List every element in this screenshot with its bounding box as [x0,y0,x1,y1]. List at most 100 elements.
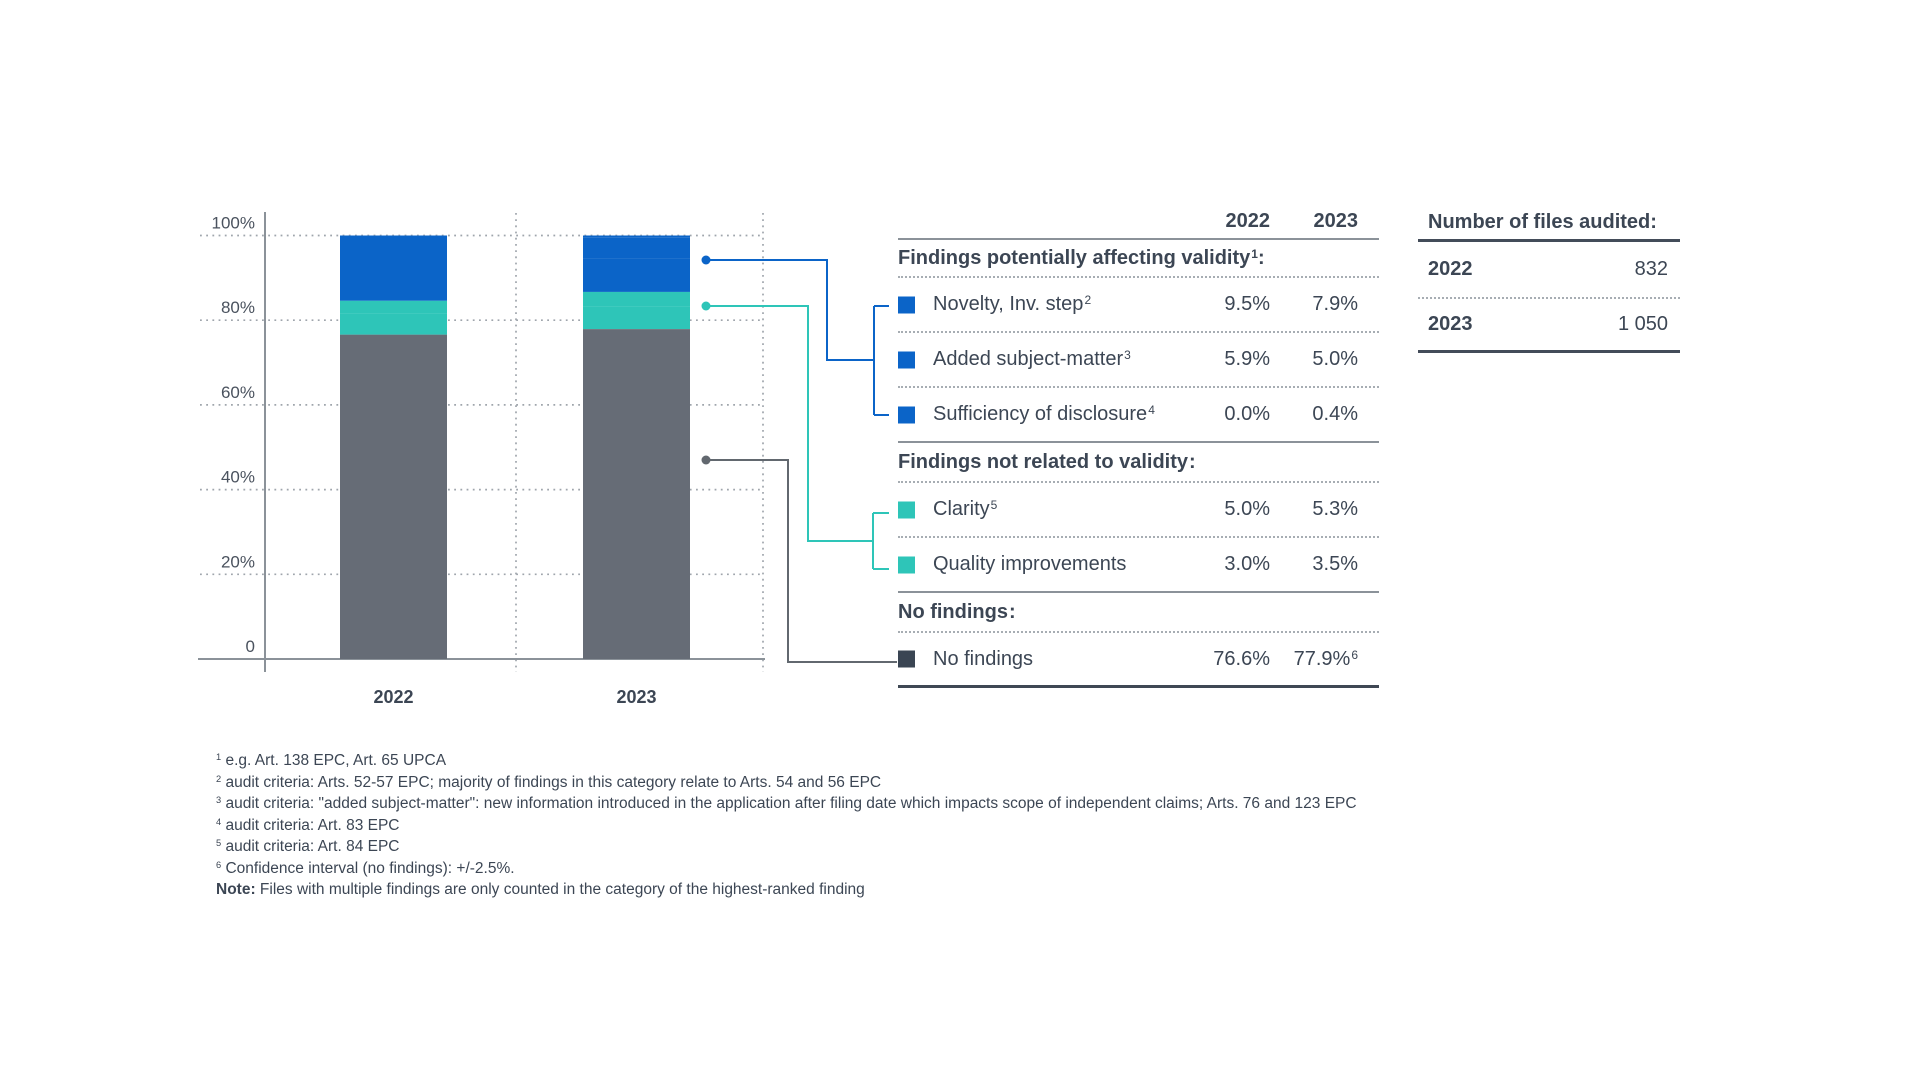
files-count: 1 050 [1617,313,1668,335]
row-label-sup: 4 [1148,403,1155,417]
bar-segment-2022-blue [340,260,447,301]
bar-segment-2023-teal [583,291,690,307]
bar-segment-2023-gray [583,329,690,659]
year-header-2023: 2023 [1313,210,1359,232]
row-added-subject-matter: Added subject-matter3 5.9% 5.0% [898,333,1379,388]
section-title-text: Findings potentially affecting validity [898,246,1251,269]
footnote-6: 6 Confidence interval (no findings): +/-… [215,859,1357,881]
footnote-text: e.g. Art. 138 EPC, Art. 65 UPCA [225,752,447,769]
bar-segment-2023-blue [583,235,690,238]
series-marker-blue [898,296,915,313]
y-axis-tick-label: 20% [221,552,255,571]
value-2022: 9.5% [1224,293,1270,315]
footnotes: 1 e.g. Art. 138 EPC, Art. 65 UPCA 2 audi… [215,751,1357,902]
section-title-text: Findings not related to validity [898,450,1189,473]
bar-segment-2023-teal [583,306,690,329]
connector-validity-findings-dot [701,255,711,265]
series-marker-navy [898,650,915,668]
files-audited-title: Number of files audited: [1418,206,1680,242]
footnote-sup: 4 [216,816,222,827]
section-validity-title: Findings potentially affecting validity1… [898,240,1379,278]
files-audited-table: Number of files audited: 2022 832 2023 1… [1418,206,1680,353]
connector-no-findings [706,459,897,663]
footnote-text: audit criteria: Art. 83 EPC [225,816,400,834]
footnote-3: 3 audit criteria: "added subject-matter"… [215,794,1357,816]
value-2022: 76.6% [1213,647,1270,670]
row-label: Quality improvements [933,553,1127,575]
files-year: 2023 [1428,313,1473,335]
findings-table-year-header-row: 2022 2023 [898,205,1379,240]
row-no-findings: No findings 76.6% 77.9%6 [898,633,1379,688]
y-axis-tick-label: 80% [221,298,255,317]
series-marker-blue [898,351,915,368]
bar-segment-2022-gray [340,334,447,659]
section-title-text: No findings [898,600,1008,623]
year-header-2022: 2022 [1225,210,1271,232]
value-2022: 5.0% [1224,498,1270,520]
footnote-text: Confidence interval (no findings): +/-2.… [225,859,515,877]
footnote-1: 1 e.g. Art. 138 EPC, Art. 65 UPCA [215,751,1357,773]
row-novelty-inv-step: Novelty, Inv. step2 9.5% 7.9% [898,278,1379,333]
x-axis-category-label: 2022 [373,687,413,707]
row-label: Novelty, Inv. step [933,293,1084,315]
section-title-suffix: : [1257,246,1265,269]
section-not-validity-title: Findings not related to validity: [898,443,1379,483]
bar-segment-2022-blue [340,235,447,261]
footnote-text: audit criteria: "added subject-matter": … [225,795,1357,812]
y-axis-tick-label: 60% [221,383,255,402]
row-label: Clarity [933,498,990,520]
footnote-4: 4 audit criteria: Art. 83 EPC [215,816,1357,838]
value-2023: 7.9% [1312,293,1358,315]
files-year: 2022 [1428,258,1473,280]
x-axis-category-label: 2023 [616,687,656,707]
value-2022: 0.0% [1224,403,1270,425]
value-2023: 5.3% [1312,498,1358,520]
files-count: 832 [1634,258,1668,280]
section-title-suffix: : [1008,600,1016,623]
connector-validity-findings [706,259,889,416]
y-axis-tick-label: 40% [221,468,255,487]
series-marker-teal [898,501,915,518]
value-2023: 3.5% [1312,553,1358,575]
y-axis-tick-label: 0 [246,637,255,656]
footnote-sup: 5 [216,838,222,849]
findings-table: 2022 2023 Findings potentially affecting… [898,205,1379,688]
bar-segment-2023-blue [583,237,690,259]
row-label-sup: 3 [1124,348,1131,362]
row-sufficiency-of-disclosure: Sufficiency of disclosure4 0.0% 0.4% [898,388,1379,443]
footnote-5: 5 audit criteria: Art. 84 EPC [215,837,1357,859]
value-2022: 3.0% [1224,553,1270,575]
row-clarity: Clarity5 5.0% 5.3% [898,483,1379,538]
section-title-suffix: : [1189,450,1196,473]
connector-non-validity-findings-dot [701,301,711,311]
value-2023: 5.0% [1312,348,1358,370]
footnote-text: audit criteria: Art. 84 EPC [225,838,400,855]
row-label: Sufficiency of disclosure [933,403,1148,425]
connector-non-validity-findings [706,305,889,570]
value-2022: 5.9% [1224,348,1270,370]
row-label: Added subject-matter [933,348,1124,370]
footnote-sup: 1 [216,752,222,763]
files-row-2023: 2023 1 050 [1418,299,1680,353]
row-quality-improvements: Quality improvements 3.0% 3.5% [898,538,1379,593]
value-2023: 77.9% [1293,647,1351,670]
y-axis-tick-label: 100% [212,214,255,233]
value-2023: 0.4% [1312,403,1358,425]
series-marker-blue [898,406,915,423]
row-label-sup: 5 [990,498,998,512]
files-audited-title-text: Number of files audited: [1428,211,1657,233]
bar-segment-2023-blue [583,258,690,292]
row-label: No findings [933,647,1034,670]
footnote-2: 2 audit criteria: Arts. 52-57 EPC; major… [215,773,1357,795]
bar-segment-2022-teal [340,300,447,314]
section-no-findings-title: No findings: [898,593,1379,633]
series-marker-teal [898,556,915,573]
section-title-sup: 1 [1251,246,1258,261]
footnote-sup: 6 [216,859,222,870]
footnote-text: audit criteria: Arts. 52-57 EPC; majorit… [225,773,882,791]
files-row-2022: 2022 832 [1418,242,1680,299]
footnote-bold: Note: [216,881,256,898]
bar-segment-2022-teal [340,313,447,335]
